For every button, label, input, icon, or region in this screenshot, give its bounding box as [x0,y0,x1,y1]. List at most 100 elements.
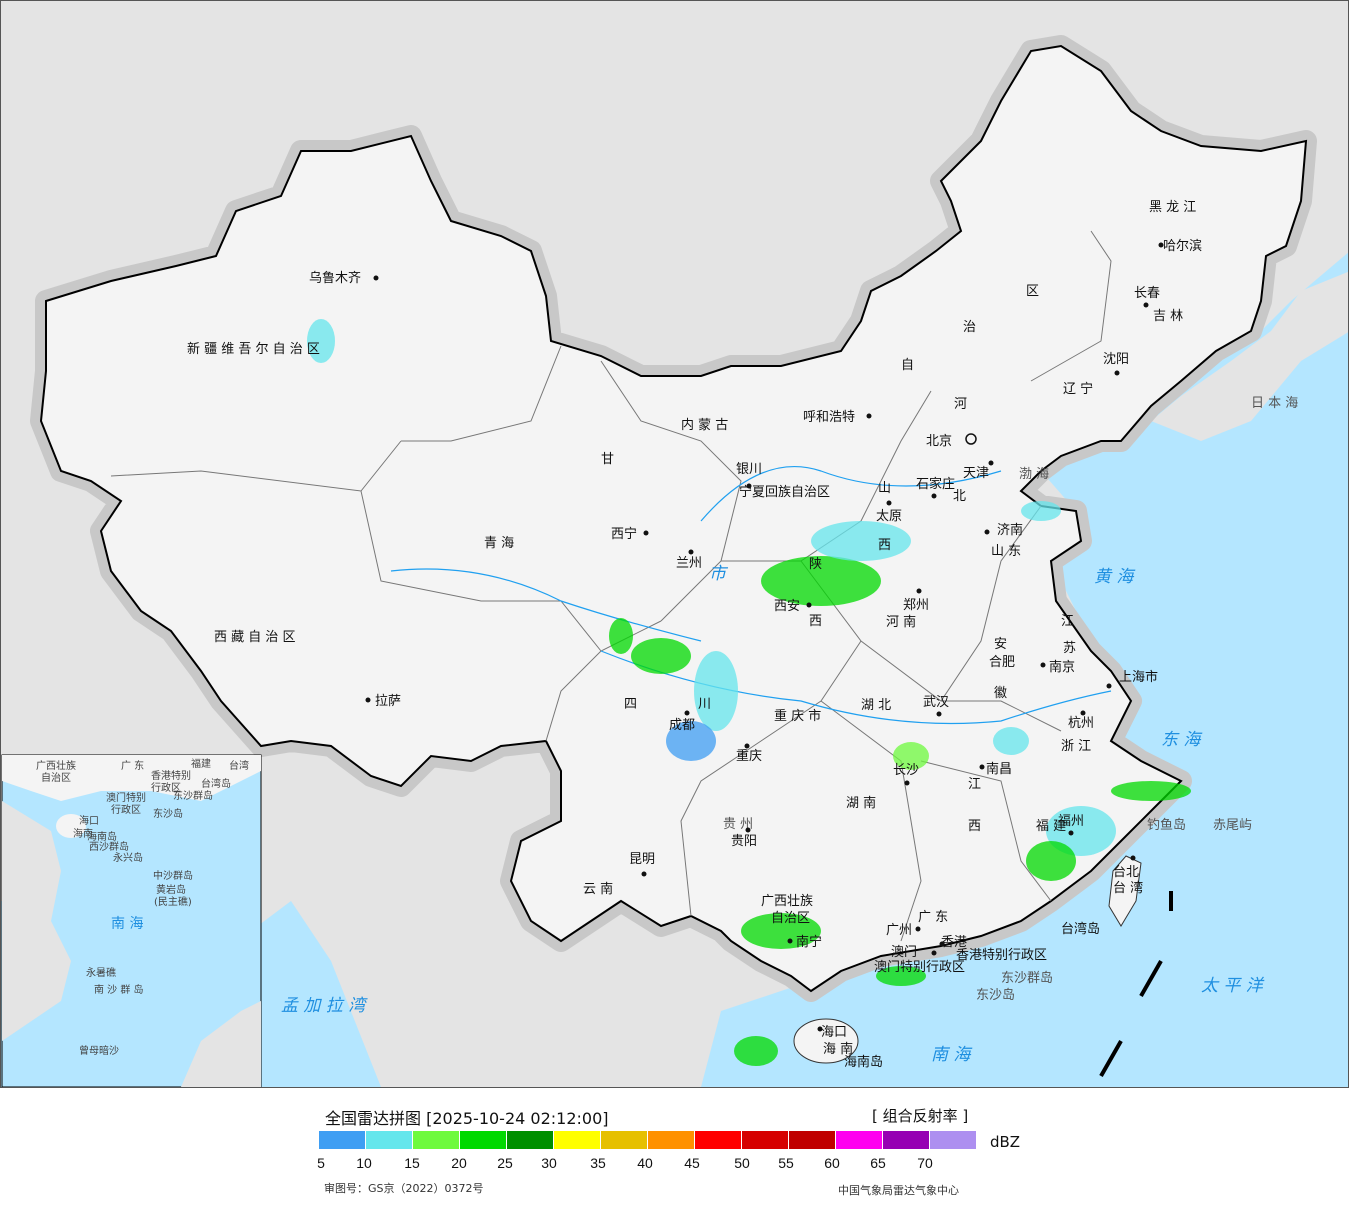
city-dot [787,938,793,944]
place-label: 武汉 [923,695,949,710]
place-label: 河 [954,397,967,412]
place-label: 湖 南 [846,795,876,811]
color-swatch [789,1131,836,1149]
province-border [920,760,1052,902]
inset-label: 海南岛 [87,830,117,843]
place-label: 沈阳 [1103,352,1129,367]
inset-label: 东沙群岛 [173,789,213,802]
place-label: 南昌 [986,761,1012,777]
place-label: 广西壮族 [761,893,813,909]
place-label: 区 [1026,284,1039,299]
color-swatch [460,1131,507,1149]
place-label: 郑州 [903,598,929,613]
city-dot [936,711,942,717]
place-label: 江 [968,777,981,792]
color-swatch [554,1131,601,1149]
place-label: 海口 [821,1025,847,1040]
river [700,465,1002,522]
radar-echo [307,319,335,363]
inset-label: 东沙岛 [153,807,183,820]
place-label: 新 疆 维 吾 尔 自 治 区 [187,341,320,357]
scale-tick: 30 [541,1155,557,1171]
place-label: 甘 [601,452,614,467]
scale-tick: 40 [637,1155,653,1171]
hainan-island [793,1018,859,1064]
province-border [680,640,862,917]
inset-label: 台湾岛 [201,777,231,790]
inset-label: 南 沙 群 岛 [94,983,144,996]
legend-title: 全国雷达拼图 [2025-10-24 02:12:00] [325,1109,609,1128]
city-dot [365,697,371,703]
place-label: 福州 [1058,814,1084,829]
radar-echo [631,638,691,674]
city-dot [643,530,649,536]
place-label: 西宁 [611,526,637,542]
inset-label: 永暑礁 [86,966,116,979]
scale-tick: 70 [917,1155,933,1171]
city-dot [1080,710,1086,716]
place-label: 自 [901,358,914,373]
inset-label: 海口 [79,814,99,827]
color-swatch [742,1131,789,1149]
inset-label: 曾母暗沙 [79,1044,119,1057]
place-label: 天津 [963,466,989,481]
scale-tick: 60 [824,1155,840,1171]
product-name: [ 组合反射率 ] [872,1107,969,1125]
east-sea [701,251,1349,1087]
inset-label: (民主礁) [154,895,192,908]
place-label: 吉 林 [1153,309,1183,324]
place-label: 石家庄 [916,476,955,492]
place-label: 四 [624,697,637,712]
radar-echo [893,742,929,770]
color-swatch [601,1131,648,1149]
city-dot [916,588,922,594]
scale-tick: 25 [497,1155,513,1171]
place-label: 西 [878,538,891,553]
city-dot [931,493,937,499]
province-border [110,440,402,492]
scale-tick: 20 [451,1155,467,1171]
inset-hainan [56,814,86,838]
place-label: 钓鱼岛 [1147,817,1186,833]
province-border [800,505,1042,702]
place-label: 香港 [941,935,967,950]
place-label: 北 [953,489,966,504]
place-label: 辽 宁 [1063,381,1093,397]
city-dot [886,500,892,506]
place-label: 黄 海 [1094,567,1136,587]
place-label: 治 [963,320,976,335]
city-dot [1130,855,1136,861]
place-label: 拉萨 [375,694,401,709]
color-swatch [366,1131,413,1149]
province-border [600,360,742,622]
radar-echo [1026,841,1076,881]
scale-tick: 65 [870,1155,886,1171]
radar-map[interactable]: 新 疆 维 吾 尔 自 治 区 乌鲁木齐西 藏 自 治 区拉萨 青 海 西宁 甘兰州 内 … [0,0,1349,1088]
inset-label: 广西壮族 [36,759,76,772]
place-label: 海南岛 [844,1054,883,1070]
place-label: 南京 [1049,659,1075,675]
place-label: 市 [709,564,729,584]
place-label: 太原 [876,509,902,524]
inset-label: 澳门特别 [106,791,146,804]
province-border [360,490,602,652]
inset-borneo [181,1001,261,1087]
place-label: 杭州 [1068,716,1094,731]
place-label: 西 [968,819,981,834]
city-dot [745,827,751,833]
inset-label: 香港特别 [151,770,191,782]
city-dot [984,529,990,535]
inset-label: 福建 [191,757,211,770]
city-dot [641,871,647,877]
radar-echo [1021,501,1061,521]
source-label: 中国气象局雷达气象中心 [838,1184,959,1197]
city-dot [1068,830,1074,836]
city-dot [1158,242,1164,248]
color-swatch [883,1131,930,1149]
radar-echo [741,913,821,949]
place-label: 海 南 [823,1041,853,1057]
province-border [1030,230,1112,382]
radar-echo [811,521,911,561]
place-label: 澳门 [891,944,917,960]
